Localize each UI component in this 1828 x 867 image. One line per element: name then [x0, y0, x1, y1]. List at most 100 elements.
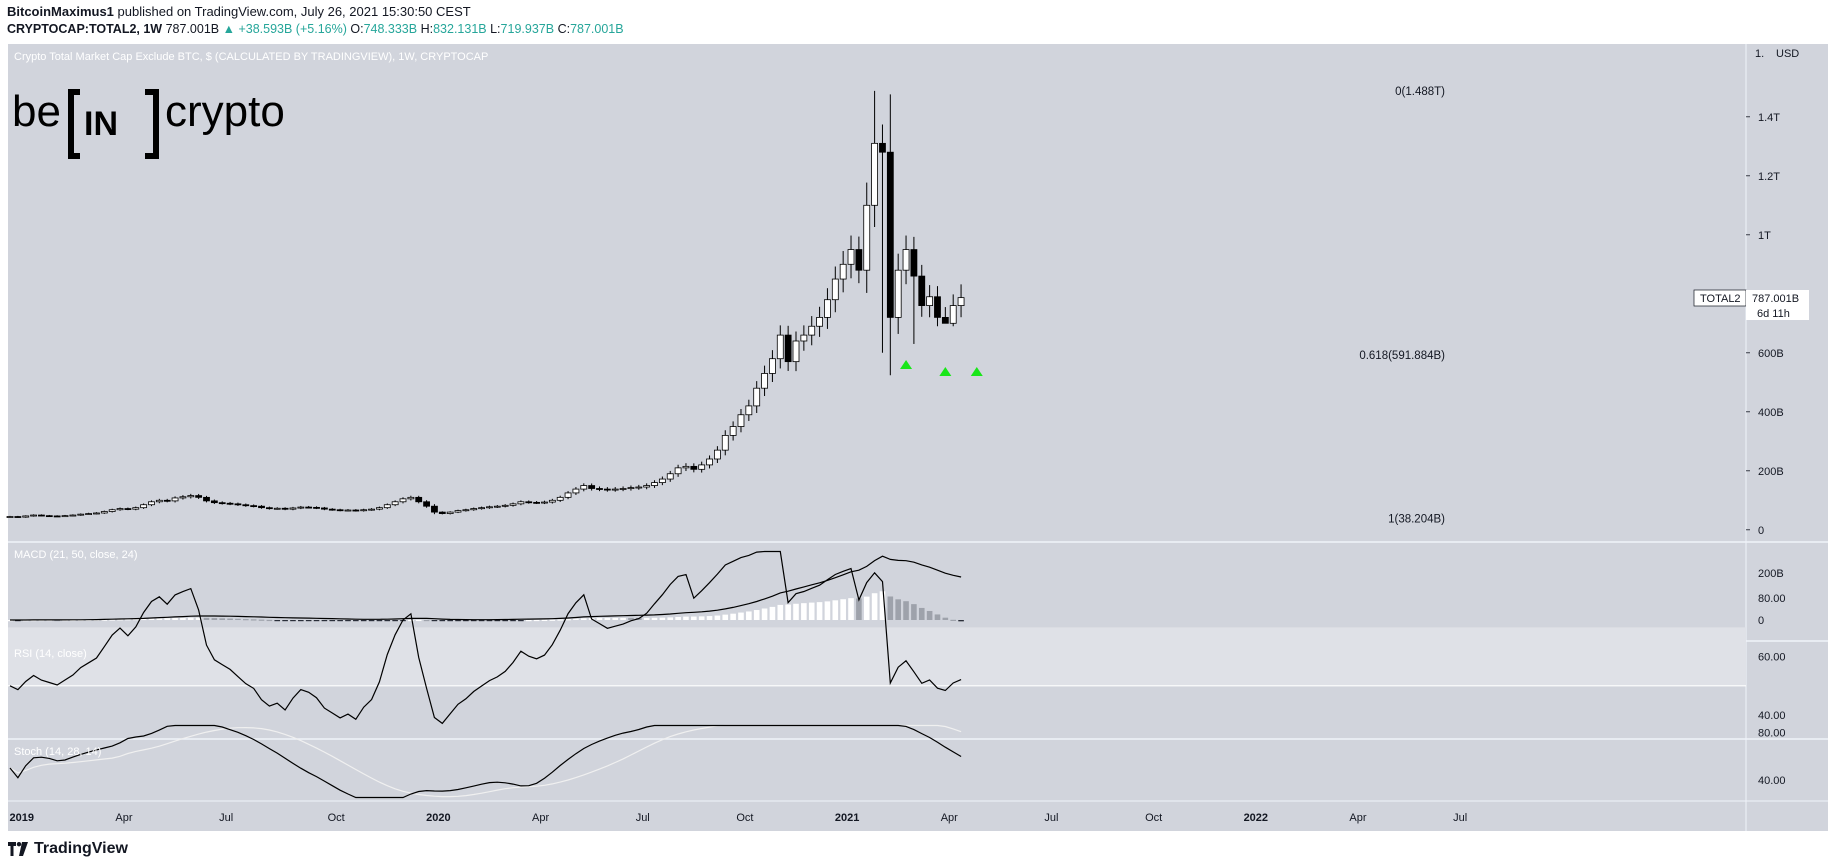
candle[interactable]	[446, 511, 454, 515]
candle[interactable]	[203, 495, 210, 503]
candle[interactable]	[674, 464, 682, 477]
candle[interactable]	[769, 350, 776, 383]
candle[interactable]	[737, 408, 745, 433]
candle[interactable]	[352, 509, 360, 512]
candle[interactable]	[431, 504, 438, 515]
candle[interactable]	[38, 514, 45, 517]
candle[interactable]	[407, 495, 415, 501]
candle[interactable]	[45, 514, 53, 518]
candle[interactable]	[454, 509, 462, 514]
candle[interactable]	[438, 511, 446, 515]
candle[interactable]	[116, 507, 124, 511]
candle[interactable]	[226, 501, 234, 506]
candle[interactable]	[6, 515, 14, 518]
candle[interactable]	[171, 496, 179, 503]
candle[interactable]	[85, 512, 92, 515]
candle[interactable]	[336, 508, 344, 512]
tradingview-logo[interactable]: TradingView	[8, 838, 128, 860]
candle[interactable]	[847, 235, 855, 279]
candle[interactable]	[187, 493, 195, 499]
candle[interactable]	[580, 483, 588, 492]
candle[interactable]	[273, 507, 281, 510]
candle[interactable]	[163, 498, 171, 503]
candle[interactable]	[839, 251, 847, 293]
candle[interactable]	[698, 461, 706, 473]
candle[interactable]	[218, 501, 226, 505]
candle[interactable]	[706, 455, 713, 469]
chart-canvas[interactable]: be IN crypto 1. USD 0 200B 400B 600B 1T 1.2T 1.4T 0…	[0, 44, 1828, 832]
candle[interactable]	[855, 236, 863, 284]
candle[interactable]	[525, 500, 533, 504]
candle[interactable]	[564, 491, 572, 500]
candle[interactable]	[721, 430, 729, 456]
candle[interactable]	[682, 463, 690, 472]
candle[interactable]	[627, 485, 635, 491]
candle[interactable]	[894, 253, 902, 334]
candle[interactable]	[611, 487, 619, 492]
candle[interactable]	[320, 506, 328, 511]
candle[interactable]	[784, 325, 792, 371]
candle[interactable]	[926, 285, 934, 318]
candle[interactable]	[14, 515, 22, 518]
candle[interactable]	[792, 331, 800, 372]
candle[interactable]	[886, 94, 894, 376]
candle[interactable]	[281, 507, 289, 511]
candle[interactable]	[879, 124, 886, 353]
candle[interactable]	[124, 507, 132, 511]
candle[interactable]	[619, 486, 627, 492]
candle[interactable]	[949, 294, 957, 327]
candle[interactable]	[344, 509, 352, 512]
candle[interactable]	[509, 502, 517, 507]
candle[interactable]	[195, 493, 203, 499]
candle[interactable]	[93, 512, 100, 515]
candle[interactable]	[305, 505, 313, 509]
candle[interactable]	[234, 502, 242, 506]
candle[interactable]	[761, 365, 768, 397]
candle[interactable]	[816, 306, 823, 337]
candle[interactable]	[517, 500, 525, 506]
candle[interactable]	[863, 182, 871, 293]
candle[interactable]	[690, 463, 698, 473]
candle[interactable]	[108, 508, 116, 513]
candle[interactable]	[941, 307, 949, 324]
candle[interactable]	[541, 500, 548, 505]
candle[interactable]	[934, 286, 941, 327]
candle[interactable]	[651, 480, 658, 488]
candle[interactable]	[800, 325, 808, 351]
candle[interactable]	[478, 506, 486, 510]
candle[interactable]	[486, 505, 493, 509]
candle[interactable]	[242, 503, 250, 507]
candle[interactable]	[714, 446, 721, 463]
candle[interactable]	[391, 500, 399, 507]
candle[interactable]	[902, 235, 910, 285]
candle[interactable]	[462, 508, 470, 512]
candle[interactable]	[957, 284, 965, 318]
candle[interactable]	[132, 506, 140, 511]
candle[interactable]	[360, 508, 368, 512]
candle[interactable]	[588, 483, 596, 491]
candle[interactable]	[808, 316, 816, 346]
candle[interactable]	[289, 506, 297, 511]
candle[interactable]	[729, 421, 737, 441]
candle[interactable]	[265, 506, 273, 510]
candle[interactable]	[368, 508, 375, 511]
candle[interactable]	[423, 500, 430, 508]
candle[interactable]	[399, 497, 407, 504]
candle[interactable]	[643, 483, 651, 490]
candle[interactable]	[548, 498, 556, 504]
candle[interactable]	[470, 507, 478, 511]
candle[interactable]	[753, 381, 761, 413]
candle[interactable]	[493, 505, 501, 508]
candle[interactable]	[313, 506, 320, 510]
candle[interactable]	[77, 513, 85, 516]
candle[interactable]	[140, 503, 148, 509]
candle[interactable]	[155, 498, 163, 504]
candle[interactable]	[179, 495, 187, 500]
candle[interactable]	[22, 515, 30, 518]
candle[interactable]	[603, 487, 611, 492]
candle[interactable]	[61, 514, 69, 518]
candle[interactable]	[871, 90, 878, 227]
candle[interactable]	[776, 325, 784, 369]
candle[interactable]	[666, 470, 674, 482]
candle[interactable]	[376, 506, 383, 511]
